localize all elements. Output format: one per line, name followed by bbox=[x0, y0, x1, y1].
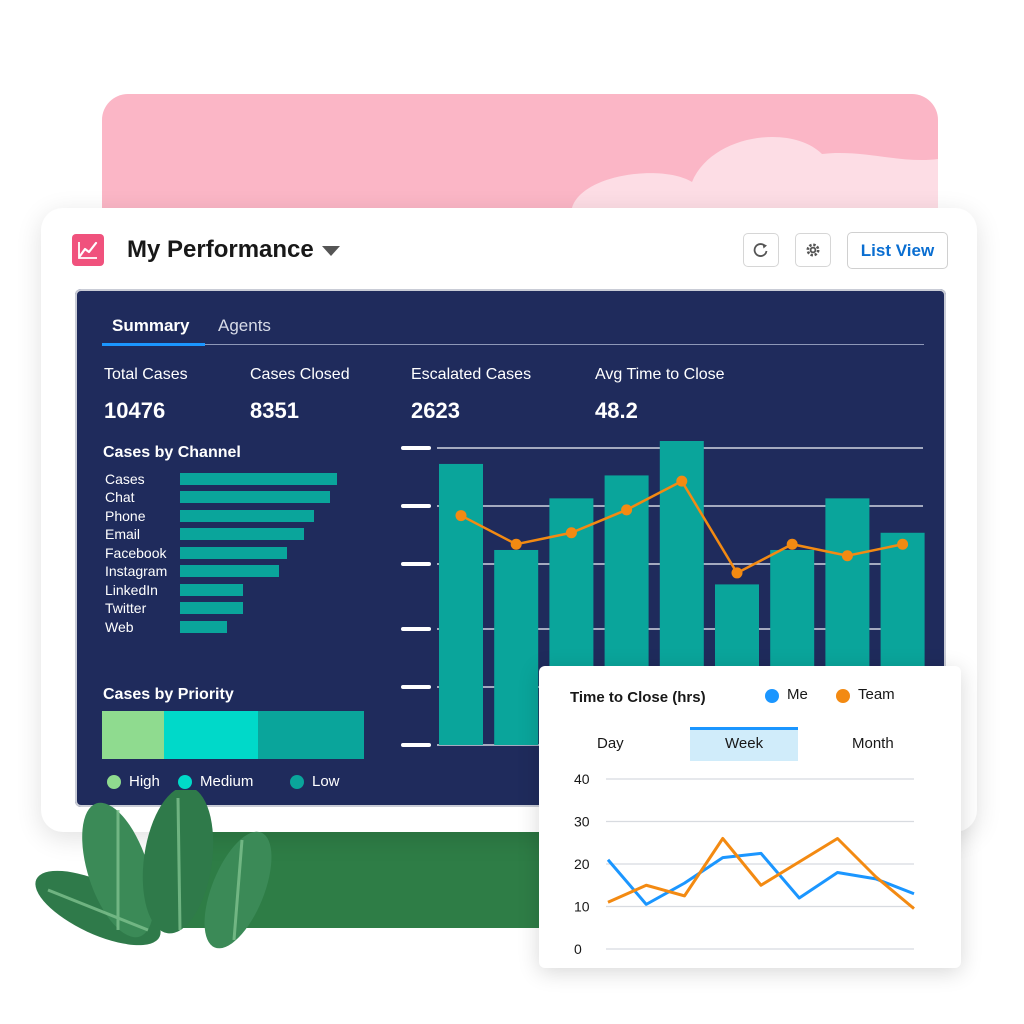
legend-label-me: Me bbox=[787, 686, 808, 703]
y-tick-label: 0 bbox=[574, 941, 582, 957]
channel-label: Instagram bbox=[105, 563, 168, 579]
channel-bar bbox=[180, 547, 287, 559]
page-title: My Performance bbox=[127, 236, 314, 263]
priority-segment-high bbox=[102, 711, 164, 759]
time-to-close-title: Time to Close (hrs) bbox=[570, 689, 706, 706]
channel-label: Web bbox=[105, 619, 134, 635]
period-tab-month[interactable]: Month bbox=[852, 735, 894, 752]
tab-summary[interactable]: Summary bbox=[112, 316, 190, 335]
channel-bar bbox=[180, 584, 243, 596]
period-tab-week[interactable]: Week bbox=[725, 735, 764, 752]
trend-point bbox=[510, 538, 522, 550]
channel-bar bbox=[180, 602, 243, 614]
priority-stacked-bar bbox=[102, 711, 364, 759]
cases-by-priority-title: Cases by Priority bbox=[103, 686, 234, 703]
y-tick-label: 40 bbox=[574, 771, 590, 787]
channel-label: Email bbox=[105, 526, 141, 542]
channel-label: Cases bbox=[105, 471, 145, 487]
channel-label: Facebook bbox=[105, 545, 167, 561]
kpi-value-total-cases: 10476 bbox=[104, 398, 166, 423]
gear-icon bbox=[806, 243, 820, 257]
tab-agents[interactable]: Agents bbox=[218, 316, 271, 335]
legend-dot-me bbox=[765, 689, 779, 703]
bar bbox=[494, 549, 539, 745]
channel-bar bbox=[180, 510, 314, 522]
period-tab-day[interactable]: Day bbox=[597, 735, 624, 752]
channel-label: Phone bbox=[105, 508, 146, 524]
trend-point bbox=[621, 504, 633, 516]
tab-divider bbox=[102, 344, 924, 345]
legend-label-low: Low bbox=[312, 773, 340, 790]
settings-button[interactable] bbox=[795, 233, 831, 267]
legend-label-medium: Medium bbox=[200, 773, 254, 790]
y-tick-label: 30 bbox=[574, 814, 590, 830]
channel-label: Twitter bbox=[105, 600, 147, 616]
channel-bar bbox=[180, 528, 304, 540]
kpi-label-total-cases: Total Cases bbox=[104, 366, 188, 383]
legend-dot-team bbox=[836, 689, 850, 703]
trend-point bbox=[841, 550, 853, 562]
priority-segment-medium bbox=[163, 711, 259, 759]
trend-point bbox=[455, 510, 467, 522]
list-view-button[interactable]: List View bbox=[847, 232, 948, 269]
y-tick-label: 20 bbox=[574, 856, 590, 872]
refresh-icon bbox=[753, 243, 768, 257]
active-tab-indicator bbox=[102, 343, 205, 346]
plant-illustration bbox=[35, 790, 272, 949]
legend-dot-high bbox=[107, 775, 121, 789]
legend-dot-medium bbox=[178, 775, 192, 789]
trend-point bbox=[897, 538, 909, 550]
trend-point bbox=[565, 527, 577, 539]
legend-dot-low bbox=[290, 775, 304, 789]
kpi-value-avg-time-to-close: 48.2 bbox=[595, 398, 638, 423]
bar bbox=[439, 463, 483, 745]
legend-label-team: Team bbox=[858, 686, 895, 703]
legend-label-high: High bbox=[129, 773, 160, 790]
channel-bar bbox=[180, 491, 330, 503]
series-line-team bbox=[607, 837, 915, 910]
trend-point bbox=[731, 567, 743, 579]
chart-line-icon bbox=[72, 234, 104, 266]
y-tick-label: 10 bbox=[574, 899, 590, 915]
kpi-label-cases-closed: Cases Closed bbox=[250, 366, 350, 383]
series-line-me bbox=[606, 851, 915, 906]
trend-point bbox=[786, 538, 798, 550]
kpi-value-cases-closed: 8351 bbox=[250, 398, 299, 423]
trend-point bbox=[676, 475, 688, 487]
refresh-button[interactable] bbox=[743, 233, 779, 267]
kpi-label-escalated-cases: Escalated Cases bbox=[411, 366, 532, 383]
channel-bar bbox=[180, 473, 337, 485]
channel-label: LinkedIn bbox=[105, 582, 158, 598]
cases-by-channel-title: Cases by Channel bbox=[103, 444, 241, 461]
channel-bar bbox=[180, 565, 279, 577]
time-to-close-line-chart: 40 30 20 10 0 bbox=[574, 771, 915, 957]
caret-down-icon[interactable] bbox=[322, 246, 340, 256]
priority-segment-low bbox=[258, 711, 364, 759]
active-period-highlight bbox=[690, 727, 798, 761]
channel-bar bbox=[180, 621, 227, 633]
kpi-label-avg-time-to-close: Avg Time to Close bbox=[595, 366, 725, 383]
channel-label: Chat bbox=[105, 489, 135, 505]
kpi-value-escalated-cases: 2623 bbox=[411, 398, 460, 423]
time-to-close-card bbox=[539, 666, 961, 968]
